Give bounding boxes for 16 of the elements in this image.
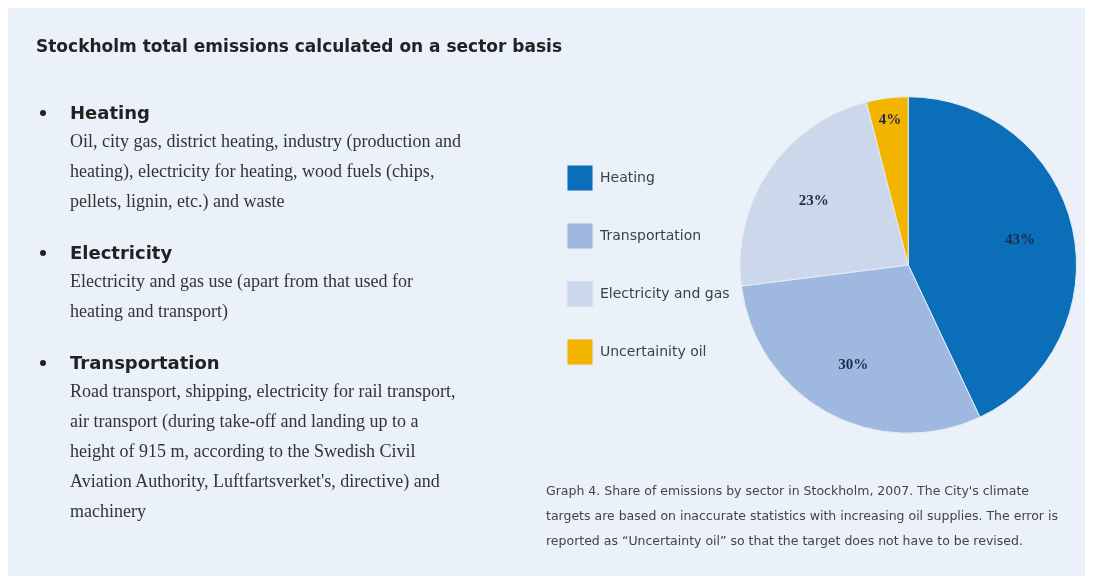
caption: Graph 4. Share of emissions by sector in Stockholm, 2007. The City's climate targets are based on inaccurate statistics with increasing oil supplies. The error is reported as “Uncertainty oil” so that the target does not have to be revised.: [546, 482, 1059, 550]
data-label: 4%: [878, 110, 902, 127]
data-label: 30%: [838, 356, 869, 373]
text: Electricity and gas use (apart from that used for heating and transport): [70, 270, 414, 323]
legend-label: Transportation: [599, 226, 702, 243]
legend-label: Uncertainity oil: [600, 342, 707, 359]
text: Transportation: [70, 351, 221, 375]
data-label: 23%: [798, 191, 829, 208]
text: Heating: [70, 101, 151, 125]
text: Electricity: [70, 241, 174, 265]
text: Oil, city gas, district heating, industry (production and heating), electricity for heating, wood fuels (chips, pellets, lignin, etc.) and waste: [70, 130, 462, 213]
text: Road transport, shipping, electricity for rail transport, air transport (during take-off and landing up to a height of 915 m, according to the Swedish Civil Aviation Authority, Luftfartsverket's, directive) and machinery: [70, 380, 457, 523]
data-label: 43%: [1004, 230, 1035, 247]
text: Stockholm total emissions calculated on a sector basis: [36, 36, 563, 56]
legend-label: Electricity and gas: [600, 284, 730, 301]
legend-label: Heating: [600, 168, 655, 185]
